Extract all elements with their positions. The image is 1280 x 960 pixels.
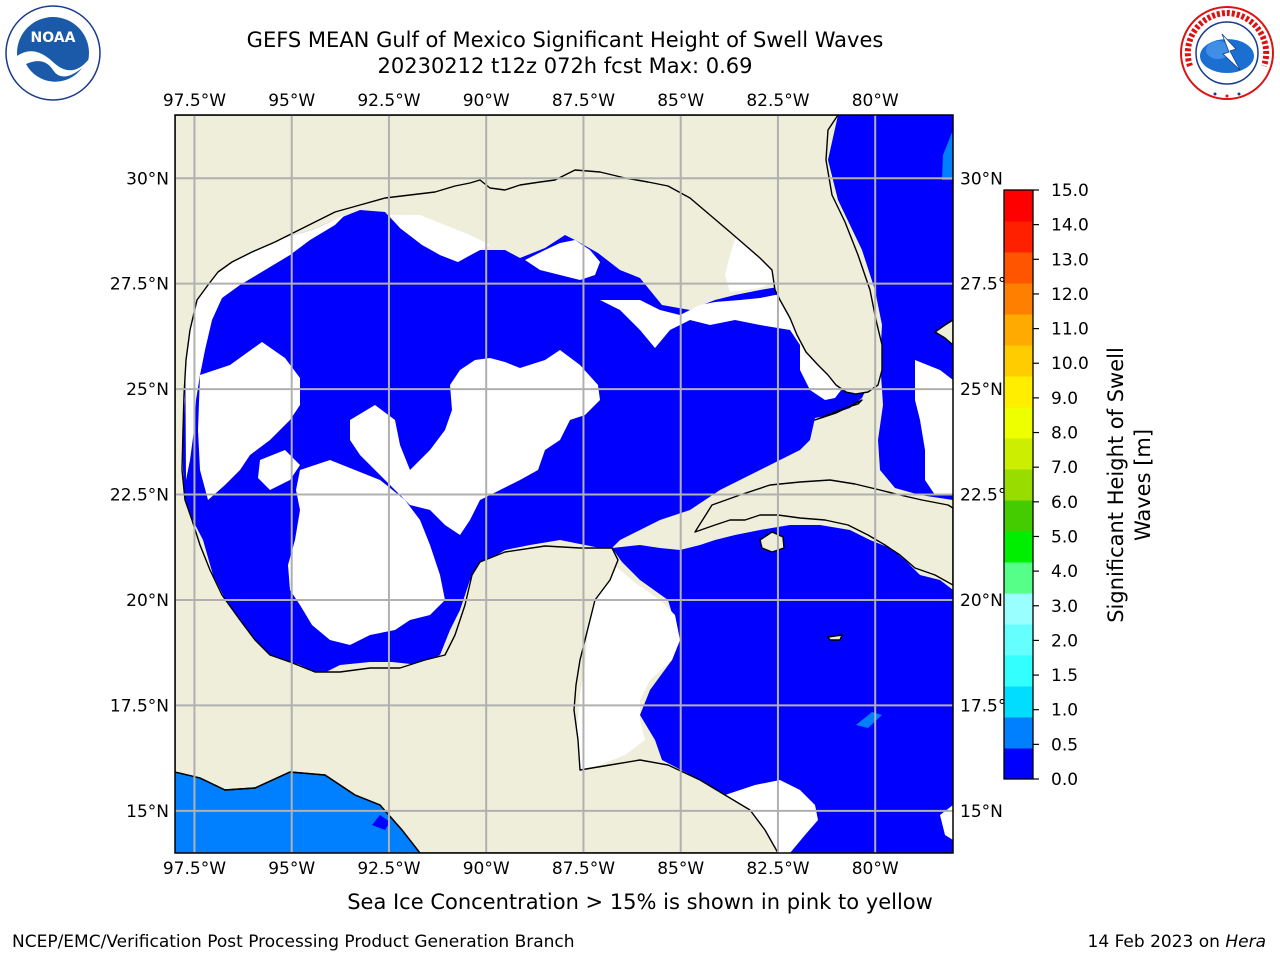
lat-tick-label-left: 17.5°N: [110, 696, 169, 716]
lat-tick-label-left: 25°N: [126, 380, 169, 400]
colorbar-tick-label: 7.0: [1051, 458, 1078, 478]
lon-tick-label-top: 87.5°W: [552, 91, 615, 111]
no-swell-zones: [185, 215, 953, 853]
colorbar-segment: [1004, 190, 1033, 222]
colorbar-segment: [1004, 469, 1033, 501]
colorbar-label-line1: Significant Height of Swell: [1104, 347, 1128, 623]
keys-land: [814, 399, 863, 421]
lon-tick-label-top: 90°W: [463, 91, 510, 111]
pacific-patch: [372, 815, 390, 830]
colorbar-tick-label: 15.0: [1051, 181, 1089, 201]
sea-ice-note: Sea Ice Concentration > 15% is shown in …: [347, 890, 933, 914]
colorbar-segment: [1004, 407, 1033, 439]
colorbar-segment: [1004, 500, 1033, 532]
colorbar-tick-label: 3.0: [1051, 597, 1078, 617]
colorbar-segment: [1004, 593, 1033, 625]
lon-tick-label-top: 97.5°W: [163, 91, 226, 111]
colorbar-frame: [1003, 189, 1034, 780]
lon-tick-label-bottom: 80°W: [852, 859, 899, 879]
colorbar-tick-label: 11.0: [1051, 320, 1089, 340]
colorbar-tick-label: 8.0: [1051, 424, 1078, 444]
colorbar-segment: [1004, 283, 1033, 315]
lat-tick-label-left: 27.5°N: [110, 275, 169, 295]
lat-tick-label-left: 22.5°N: [110, 486, 169, 506]
lon-tick-label-bottom: 85°W: [657, 859, 704, 879]
colorbar-segment: [1004, 562, 1033, 594]
colorbar-tick-label: 5.0: [1051, 527, 1078, 547]
lat-tick-label-right: 30°N: [960, 169, 1003, 189]
cayman-land: [827, 634, 843, 641]
lon-tick-label-bottom: 95°W: [268, 859, 315, 879]
nws-logo-icon: [1180, 6, 1274, 100]
colorbar-tick-label: 1.0: [1051, 701, 1078, 721]
pacific-swell-region: [175, 772, 420, 853]
colorbar-segment: [1004, 717, 1033, 749]
credit-text: NCEP/EMC/Verification Post Processing Pr…: [12, 932, 575, 952]
colorbar-segment: [1004, 438, 1033, 470]
chart-subtitle: 20230212 t12z 072h fcst Max: 0.69: [377, 54, 753, 78]
colorbar-tick-label: 2.0: [1051, 631, 1078, 651]
colorbar-segment: [1004, 376, 1033, 408]
map-gridlines: [175, 115, 953, 853]
colorbar-segment: [1004, 624, 1033, 656]
lon-tick-label-top: 85°W: [657, 91, 704, 111]
lat-tick-label-left: 15°N: [126, 802, 169, 822]
caribbean-swell-region: [612, 525, 953, 853]
lon-tick-label-bottom: 82.5°W: [746, 859, 809, 879]
colorbar-segment: [1004, 314, 1033, 346]
map-plot-area: [175, 115, 953, 853]
bahamas-land: [934, 319, 953, 346]
colorbar-segment: [1004, 252, 1033, 284]
colorbar-tick-label: 13.0: [1051, 250, 1089, 270]
lon-tick-label-bottom: 92.5°W: [357, 859, 420, 879]
colorbar-tick-label: 1.5: [1051, 666, 1078, 686]
colorbar-tick-label: 4.0: [1051, 562, 1078, 582]
colorbar-tick-label: 14.0: [1051, 216, 1089, 236]
colorbar-segment: [1004, 748, 1033, 780]
lon-tick-label-top: 82.5°W: [746, 91, 809, 111]
chart-title: GEFS MEAN Gulf of Mexico Significant Hei…: [246, 28, 884, 52]
date-text: 14 Feb 2023 on: [1087, 932, 1226, 952]
lon-tick-label-bottom: 87.5°W: [552, 859, 615, 879]
lat-tick-label-right: 20°N: [960, 591, 1003, 611]
colorbar-label-line2: Waves [m]: [1131, 429, 1155, 541]
atlantic-patch: [942, 130, 953, 180]
colorbar-segment: [1004, 655, 1033, 687]
colorbar-tick-label: 12.0: [1051, 285, 1089, 305]
pacific-coastline: [175, 771, 421, 853]
colorbar-segment: [1004, 686, 1033, 718]
lon-tick-label-top: 92.5°W: [357, 91, 420, 111]
lon-tick-label-top: 95°W: [268, 91, 315, 111]
lat-tick-label-left: 30°N: [126, 169, 169, 189]
map-frame: [174, 114, 954, 854]
colorbar: 0.0 0.5 1.0 1.5 2.0 3.0 4.0 5.0 6.0 7.0 8.0 9.0 10.0…: [1003, 181, 1089, 790]
map-tick-labels: 97.5°W 97.5°W 95°W 95°W 92.5°W 92.5°W 90°W 90°W…: [110, 91, 1019, 879]
lat-tick-label-right: 25°N: [960, 380, 1003, 400]
colorbar-segment: [1004, 345, 1033, 377]
date-stamp: 14 Feb 2023 on Hera: [1088, 932, 1266, 952]
lat-tick-label-left: 20°N: [126, 591, 169, 611]
colorbar-tick-label: 0.5: [1051, 735, 1078, 755]
colorbar-segment: [1004, 221, 1033, 253]
colorbar-tick-label: 0.0: [1051, 770, 1078, 790]
lat-tick-label-right: 15°N: [960, 802, 1003, 822]
lon-tick-label-top: 80°W: [852, 91, 899, 111]
lon-tick-label-bottom: 97.5°W: [163, 859, 226, 879]
colorbar-tick-label: 9.0: [1051, 389, 1078, 409]
noaa-logo-text: NOAA: [31, 30, 76, 46]
cuba-land: [694, 479, 953, 586]
lon-tick-label-bottom: 90°W: [463, 859, 510, 879]
colorbar-tick-label: 6.0: [1051, 493, 1078, 513]
colorbar-segment: [1004, 531, 1033, 563]
colorbar-tick-label: 10.0: [1051, 354, 1089, 374]
noaa-logo-icon: NOAA: [5, 5, 101, 101]
host-text: Hera: [1225, 932, 1266, 952]
